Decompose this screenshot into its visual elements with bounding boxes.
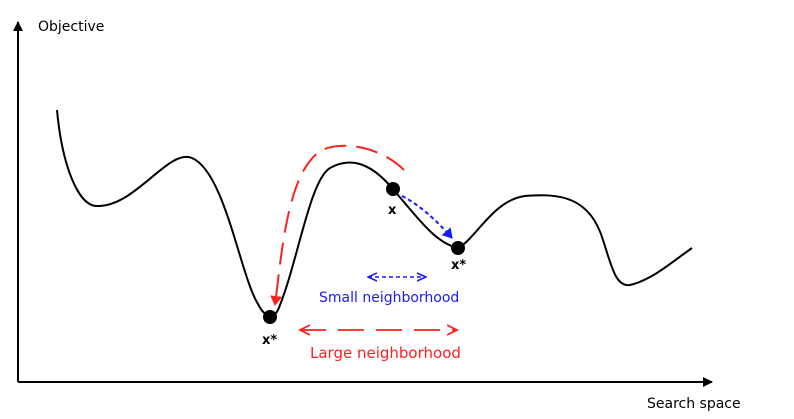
current-point-label: x	[388, 203, 397, 218]
x-axis-label: Search space	[647, 396, 741, 412]
objective-curve	[56, 109, 693, 317]
local-optimum-point	[451, 241, 465, 255]
current-point	[386, 182, 400, 196]
y-axis-label: Objective	[38, 19, 104, 35]
global-optimum-point	[263, 310, 277, 324]
local-optimum-label: x*	[451, 258, 466, 273]
large-jump-arrow	[270, 144, 405, 306]
global-optimum-label: x*	[262, 333, 277, 348]
large-neighborhood-label: Large neighborhood	[310, 344, 461, 362]
small-neighborhood-label: Small neighborhood	[319, 290, 459, 306]
small-move-arrow	[401, 195, 453, 239]
